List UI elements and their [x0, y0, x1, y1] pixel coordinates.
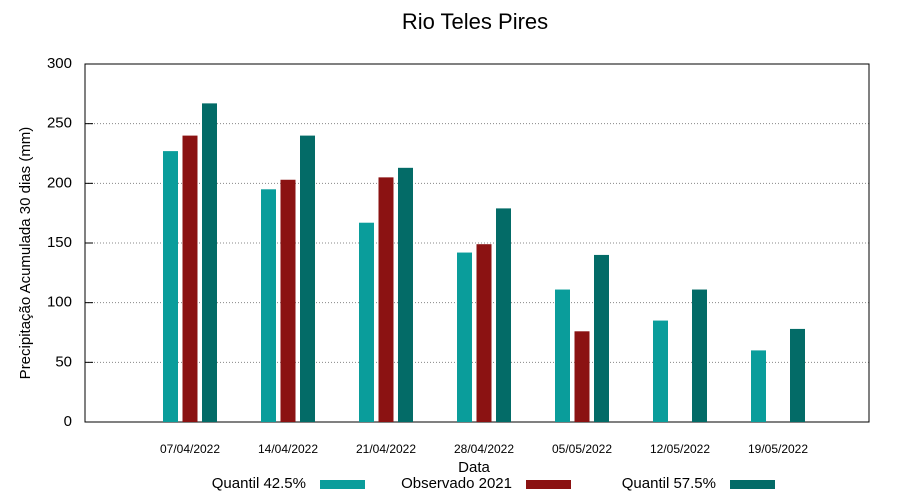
bar — [359, 222, 374, 422]
x-tick-label: 07/04/2022 — [160, 442, 220, 456]
bar — [261, 189, 276, 422]
x-tick-label: 19/05/2022 — [748, 442, 808, 456]
legend-label: Quantil 42.5% — [212, 475, 306, 492]
bar — [751, 350, 766, 422]
y-tick-label: 250 — [47, 115, 72, 132]
y-tick-label: 100 — [47, 294, 72, 311]
y-tick-label: 200 — [47, 174, 72, 191]
x-tick-label: 14/04/2022 — [258, 442, 318, 456]
legend-swatch — [320, 480, 365, 489]
x-tick-label: 05/05/2022 — [552, 442, 612, 456]
x-tick-label: 21/04/2022 — [356, 442, 416, 456]
bar — [280, 179, 296, 422]
bar — [202, 103, 217, 422]
x-tick-label: 12/05/2022 — [650, 442, 710, 456]
chart-title: Rio Teles Pires — [402, 9, 548, 34]
bar — [790, 328, 805, 422]
bar — [163, 151, 178, 422]
y-tick-label: 50 — [55, 353, 72, 370]
bar — [378, 177, 394, 422]
legend-label: Quantil 57.5% — [622, 475, 716, 492]
bar — [555, 289, 570, 422]
legend-swatch — [526, 480, 571, 489]
y-tick-label: 150 — [47, 234, 72, 251]
x-tick-label: 28/04/2022 — [454, 442, 514, 456]
bar — [398, 167, 413, 422]
y-tick-label: 300 — [47, 55, 72, 72]
bar — [496, 208, 511, 422]
bar — [574, 331, 590, 422]
bar — [300, 135, 315, 422]
legend-label: Observado 2021 — [401, 475, 512, 492]
bar — [182, 135, 198, 422]
bar — [457, 252, 472, 422]
y-axis-label: Precipitação Acumulada 30 dias (mm) — [17, 127, 34, 380]
x-axis-label: Data — [458, 459, 490, 476]
bar — [476, 244, 492, 422]
bar — [594, 254, 609, 422]
bar — [692, 289, 707, 422]
bar — [653, 320, 668, 422]
legend-swatch — [730, 480, 775, 489]
y-tick-label: 0 — [64, 413, 72, 430]
